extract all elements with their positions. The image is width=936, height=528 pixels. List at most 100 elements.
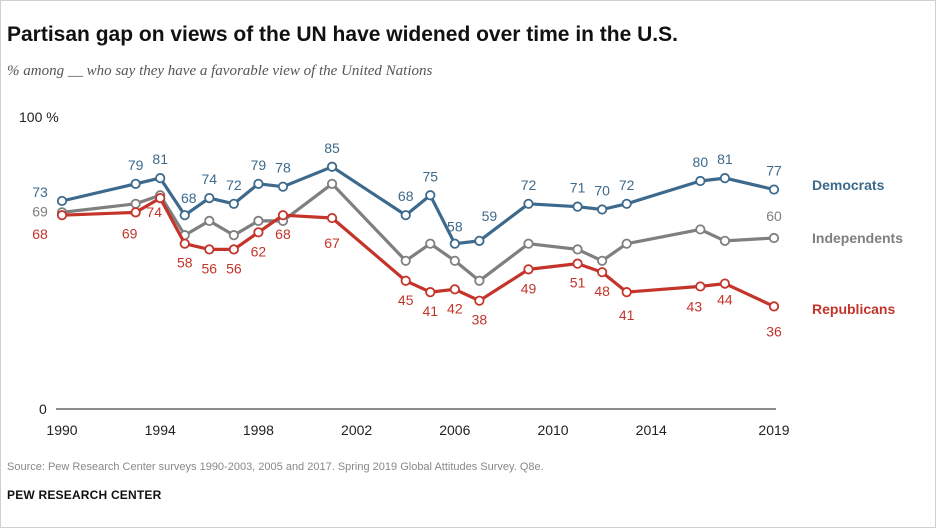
- republicans-point: [695, 281, 706, 292]
- x-tick-label: 1998: [243, 422, 274, 438]
- x-tick-label: 2014: [636, 422, 667, 438]
- legend-independents: Independents: [812, 230, 903, 246]
- republicans-data-label: 56: [226, 260, 242, 276]
- democrats-point: [204, 193, 215, 204]
- republicans-data-label: 48: [594, 283, 610, 299]
- democrats-point: [695, 175, 706, 187]
- democrats-point: [326, 161, 338, 172]
- republicans-point: [277, 210, 289, 221]
- democrats-point: [228, 198, 239, 209]
- democrats-data-label: 70: [594, 183, 610, 199]
- republicans-data-label: 45: [398, 292, 414, 308]
- independents-point: [695, 224, 706, 235]
- republicans-point: [572, 258, 583, 269]
- republicans-point: [179, 238, 190, 249]
- x-tick-label: 2019: [758, 422, 789, 438]
- republicans-data-label: 74: [146, 204, 162, 220]
- republicans-point: [523, 264, 534, 275]
- democrats-data-label: 78: [275, 160, 291, 176]
- y-tick-label: 0: [39, 401, 47, 417]
- republicans-point: [425, 287, 436, 298]
- democrats-point: [474, 235, 485, 246]
- chart-subtitle: % among __ who say they have a favorable…: [7, 63, 433, 79]
- republicans-point: [204, 244, 215, 255]
- democrats-data-label: 72: [521, 177, 537, 193]
- x-tick-label: 2010: [537, 422, 568, 438]
- y-tick-label: 100 %: [19, 109, 59, 125]
- democrats-data-label: 79: [128, 157, 144, 173]
- democrats-point: [523, 198, 534, 209]
- republicans-point: [768, 301, 780, 312]
- republicans-data-label: 43: [687, 298, 703, 314]
- brand-label: PEW RESEARCH CENTER: [7, 488, 162, 502]
- republicans-point: [228, 244, 239, 255]
- democrats-point: [621, 198, 632, 209]
- republicans-point: [56, 210, 68, 221]
- source-note: Source: Pew Research Center surveys 1990…: [7, 461, 544, 473]
- republicans-point: [253, 227, 264, 238]
- republicans-point: [474, 295, 485, 306]
- republicans-point: [621, 287, 632, 298]
- democrats-point: [449, 238, 460, 249]
- democrats-data-label: 80: [693, 154, 709, 170]
- republicans-point: [449, 284, 460, 295]
- republicans-point: [326, 212, 338, 224]
- democrats-point: [277, 181, 289, 192]
- independents-point: [523, 238, 534, 249]
- independents-point: [400, 255, 411, 266]
- legend-democrats: Democrats: [812, 177, 885, 193]
- democrats-data-label: 81: [152, 151, 168, 167]
- democrats-data-label: 68: [181, 190, 197, 206]
- democrats-data-label: 68: [398, 188, 414, 204]
- democrats-data-label: 74: [202, 171, 218, 187]
- democrats-series-line: [60, 165, 776, 246]
- republicans-point: [130, 207, 141, 218]
- republicans-data-label: 49: [521, 280, 537, 296]
- democrats-point: [425, 190, 436, 201]
- republicans-data-label: 58: [177, 255, 193, 271]
- republicans-data-label: 56: [202, 260, 218, 276]
- democrats-data-label: 59: [482, 208, 498, 224]
- democrats-data-label: 79: [251, 157, 267, 173]
- independents-point: [130, 198, 141, 209]
- x-tick-label: 1994: [145, 422, 176, 438]
- republicans-data-label: 51: [570, 275, 586, 291]
- republicans-data-label: 67: [324, 235, 340, 251]
- democrats-point: [56, 195, 68, 207]
- democrats-point: [572, 201, 583, 212]
- democrats-point: [768, 184, 780, 195]
- x-tick-label: 2006: [439, 422, 470, 438]
- legend-republicans: Republicans: [812, 301, 895, 317]
- independents-point: [253, 215, 264, 226]
- independents-point: [228, 230, 239, 241]
- independents-point: [326, 178, 338, 189]
- democrats-data-label: 75: [422, 168, 438, 184]
- democrats-data-label: 81: [717, 151, 733, 167]
- republicans-data-label: 38: [472, 312, 488, 328]
- independents-point: [204, 215, 215, 226]
- democrats-point: [253, 178, 264, 189]
- democrats-point: [130, 178, 141, 189]
- democrats-point: [400, 210, 411, 221]
- democrats-point: [719, 173, 730, 184]
- democrats-point: [179, 210, 190, 221]
- independents-data-label: 60: [766, 208, 782, 224]
- democrats-data-label: 85: [324, 140, 340, 156]
- democrats-data-label: 71: [570, 180, 586, 196]
- republicans-data-label: 41: [619, 307, 635, 323]
- x-tick-label: 2002: [341, 422, 372, 438]
- democrats-data-label: 73: [32, 184, 48, 200]
- independents-point: [597, 255, 608, 266]
- independents-point: [621, 238, 632, 249]
- republicans-data-label: 62: [251, 243, 267, 259]
- republicans-data-label: 44: [717, 292, 733, 308]
- democrats-data-label: 72: [619, 177, 635, 193]
- republicans-data-label: 68: [275, 226, 291, 242]
- democrats-data-label: 72: [226, 177, 242, 193]
- independents-point: [719, 235, 730, 246]
- democrats-data-label: 58: [447, 219, 463, 235]
- republicans-data-label: 69: [122, 225, 138, 241]
- chart-title: Partisan gap on views of the UN have wid…: [7, 23, 678, 46]
